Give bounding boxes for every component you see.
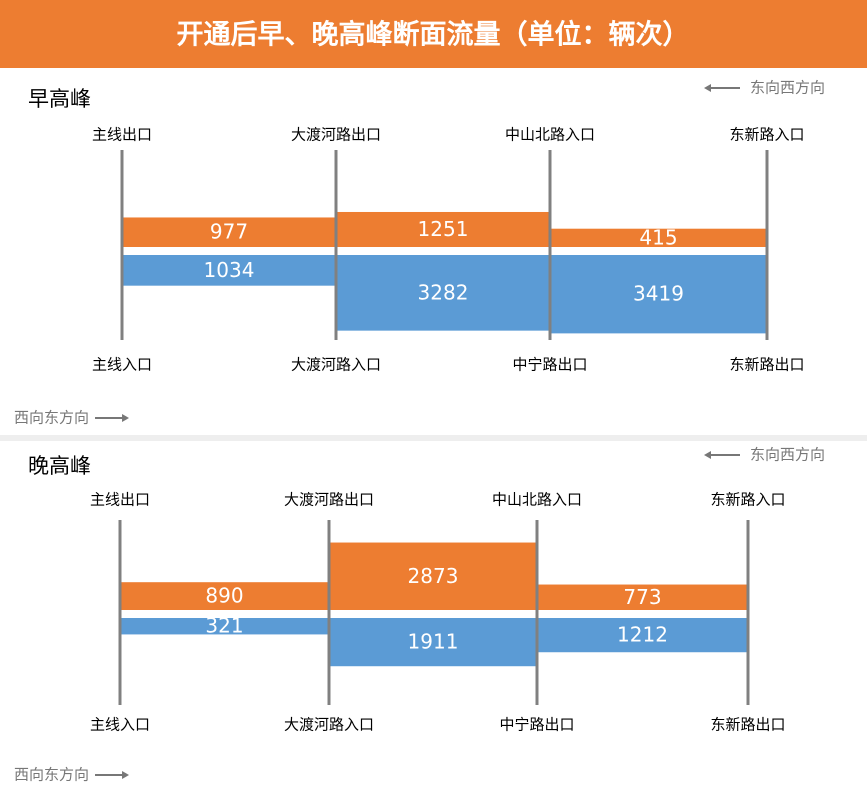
value-label: 773 [623, 585, 661, 609]
page-title: 开通后早、晚高峰断面流量（单位：辆次） [177, 19, 690, 51]
value-label: 977 [210, 220, 248, 244]
direction-label: 东向西方向 [750, 79, 825, 97]
value-label: 3419 [633, 282, 684, 306]
direction-arrowhead [704, 451, 711, 459]
ramp-label: 中宁路出口 [499, 716, 574, 734]
flow-bar [123, 255, 335, 286]
ramp-label: 主线入口 [90, 716, 150, 734]
value-label: 1034 [204, 258, 255, 282]
value-label: 415 [639, 225, 677, 249]
flow-bar [330, 618, 536, 667]
ramp-label: 东新路出口 [729, 356, 804, 374]
flow-bar [551, 228, 766, 247]
direction-arrowhead [122, 771, 130, 779]
ramp-label: 中宁路出口 [512, 356, 587, 374]
ramp-label: 主线出口 [90, 491, 150, 509]
direction-label: 东向西方向 [750, 446, 825, 464]
value-label: 890 [205, 584, 243, 608]
ramp-label: 大渡河路出口 [291, 126, 381, 144]
value-label: 3282 [418, 280, 469, 304]
flow-bar [123, 217, 335, 247]
direction-arrowhead [704, 84, 711, 92]
flow-bar [551, 255, 766, 334]
flow-bar [538, 618, 747, 653]
flow-bar [337, 255, 549, 331]
header-bar [0, 0, 867, 68]
direction-arrowhead [122, 414, 130, 422]
value-label: 1212 [617, 623, 668, 647]
ramp-label: 大渡河路入口 [291, 356, 381, 374]
ramp-label: 大渡河路出口 [284, 491, 374, 509]
value-label: 1911 [408, 630, 459, 654]
separator [0, 435, 867, 441]
panel-title: 晚高峰 [28, 454, 91, 478]
ramp-label: 中山北路入口 [492, 491, 582, 509]
direction-label: 西向东方向 [14, 409, 89, 427]
flow-bar [538, 584, 747, 610]
ramp-label: 大渡河路入口 [284, 716, 374, 734]
flow-bar [337, 211, 549, 247]
ramp-label: 主线入口 [92, 356, 152, 374]
value-label: 1251 [418, 217, 469, 241]
flow-bar [121, 618, 328, 635]
value-label: 321 [205, 614, 243, 638]
ramp-label: 东新路入口 [710, 491, 785, 509]
value-label: 2873 [408, 564, 459, 588]
panel-title: 早高峰 [28, 87, 91, 111]
ramp-label: 中山北路入口 [505, 126, 595, 144]
ramp-label: 东新路入口 [729, 126, 804, 144]
flow-bar [121, 582, 328, 610]
direction-label: 西向东方向 [14, 766, 89, 784]
ramp-label: 东新路出口 [710, 716, 785, 734]
ramp-label: 主线出口 [92, 126, 152, 144]
flow-bar [330, 542, 536, 610]
